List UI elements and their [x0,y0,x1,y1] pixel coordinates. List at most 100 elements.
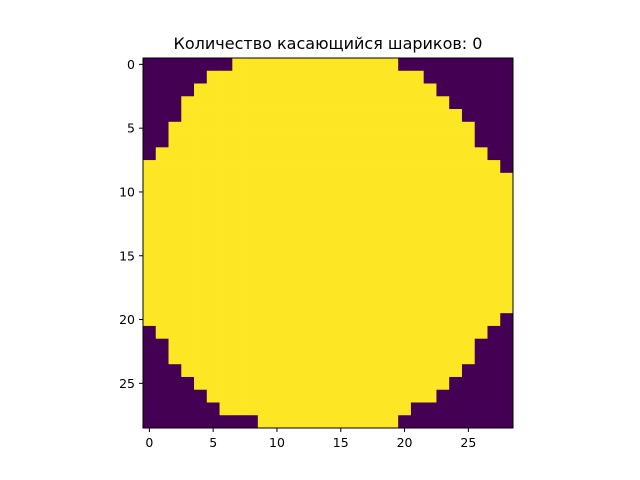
heatmap-cell [423,262,437,276]
heatmap-cell [474,223,488,238]
heatmap-cell [194,364,208,378]
heatmap-cell [410,185,425,199]
heatmap-cell [155,236,169,250]
heatmap-cell [181,262,195,276]
heatmap-cell [359,185,374,199]
heatmap-cell [206,121,220,135]
heatmap-cell [181,325,195,340]
heatmap-cell [334,338,348,352]
heatmap-cell [334,160,348,174]
heatmap-cell [474,338,488,352]
heatmap-cell [283,415,297,429]
heatmap-cell [487,300,501,314]
heatmap-cell [359,172,374,186]
heatmap-cell [181,313,195,327]
heatmap-cell [398,402,412,416]
heatmap-cell [372,198,386,212]
heatmap-cell [347,313,361,327]
heatmap-cell [385,198,399,212]
heatmap-cell [436,287,450,301]
heatmap-cell [359,160,374,174]
heatmap-cell [155,287,169,301]
heatmap-cell [500,236,514,250]
heatmap-cell [423,134,437,148]
heatmap-cell [168,274,182,289]
heatmap-cell [232,274,246,289]
heatmap-cell [143,351,157,365]
heatmap-cell [372,172,386,186]
heatmap-cell [206,96,220,110]
heatmap-cell [270,389,284,403]
heatmap-cell [206,249,220,263]
heatmap-cell [245,338,259,352]
heatmap-cell [474,300,488,314]
heatmap-cell [423,109,437,123]
heatmap-cell [194,198,208,212]
heatmap-cell [474,121,488,135]
heatmap-cell [194,249,208,263]
heatmap-cell [232,351,246,365]
heatmap-cell [385,211,399,225]
heatmap-cell [219,185,233,199]
heatmap-cell [474,376,488,391]
heatmap-cell [385,389,399,403]
heatmap-cell [245,351,259,365]
heatmap-cell [308,70,323,84]
heatmap-cell [385,325,399,340]
heatmap-cell [500,185,514,199]
heatmap-cell [245,364,259,378]
heatmap-cell [385,274,399,289]
heatmap-cell [359,300,374,314]
heatmap-cell [334,313,348,327]
heatmap-cell [347,236,361,250]
heatmap-cell [500,198,514,212]
heatmap-cell [206,376,220,391]
heatmap-cell [270,83,284,97]
heatmap-cell [487,198,501,212]
heatmap-cell [296,351,310,365]
heatmap-cell [296,287,310,301]
heatmap-cell [257,325,271,340]
heatmap-cell [347,274,361,289]
heatmap-cell [461,172,476,186]
heatmap-cell [385,300,399,314]
heatmap-cell [474,211,488,225]
heatmap-cell [257,121,271,135]
heatmap-cell [410,364,425,378]
heatmap-cell [143,402,157,416]
heatmap-cell [270,325,284,340]
heatmap-cell [168,58,182,72]
heatmap-cell [308,249,323,263]
heatmap-cell [398,376,412,391]
heatmap-cell [436,160,450,174]
heatmap-cell [461,160,476,174]
heatmap-cell [461,287,476,301]
heatmap-cell [449,134,463,148]
heatmap-cell [347,389,361,403]
y-tick-label: 5 [127,121,135,136]
heatmap-cell [474,172,488,186]
heatmap-cell [143,185,157,199]
heatmap-cell [334,351,348,365]
heatmap-cell [334,236,348,250]
heatmap-cell [206,134,220,148]
heatmap-cell [461,83,476,97]
heatmap-cell [436,300,450,314]
heatmap-cell [359,147,374,161]
heatmap-cell [181,134,195,148]
heatmap-cell [257,109,271,123]
heatmap-cell [398,415,412,429]
heatmap-cell [219,211,233,225]
heatmap-cell [334,325,348,340]
heatmap-cell [232,236,246,250]
heatmap-cell [487,376,501,391]
heatmap-cell [245,389,259,403]
heatmap-cell [461,70,476,84]
heatmap-cell [296,389,310,403]
heatmap-cell [296,364,310,378]
heatmap-cell [245,147,259,161]
heatmap-cell [334,376,348,391]
heatmap-cell [372,364,386,378]
heatmap-cell [283,351,297,365]
heatmap-cell [449,415,463,429]
